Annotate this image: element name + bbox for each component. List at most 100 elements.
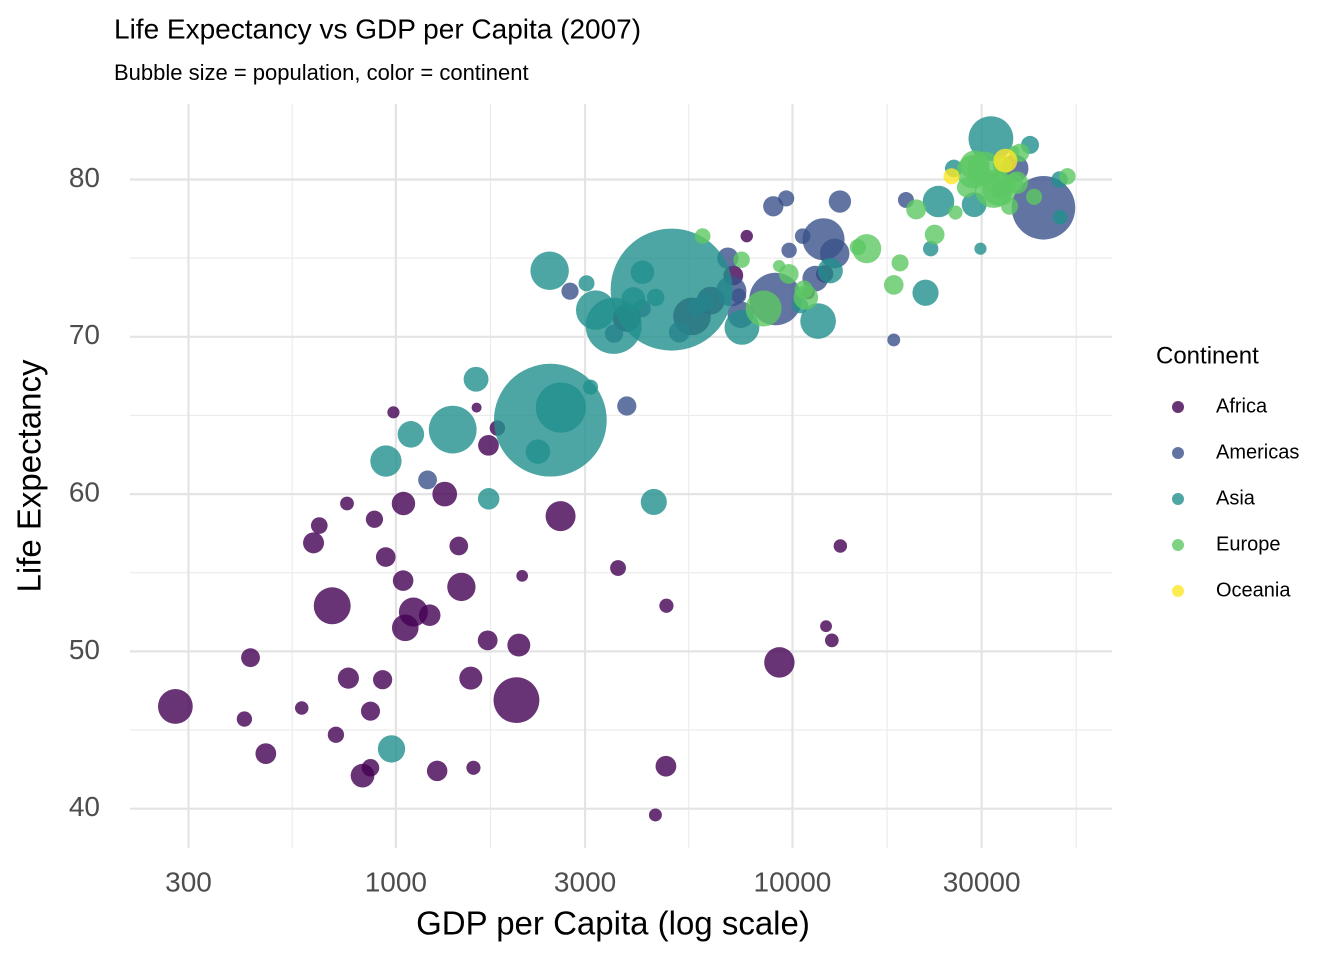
bubble	[310, 517, 328, 534]
bubble	[493, 677, 540, 724]
bubble	[545, 501, 576, 532]
bubble	[887, 333, 901, 347]
legend-label: Asia	[1216, 487, 1256, 509]
bubble	[241, 648, 260, 668]
bubble	[733, 251, 750, 268]
legend-swatch	[1172, 539, 1184, 551]
bubble	[255, 743, 277, 764]
bubble	[891, 254, 909, 272]
bubble	[793, 285, 819, 310]
bubble	[459, 666, 483, 690]
bubble	[648, 808, 662, 822]
bubble	[478, 434, 499, 456]
chart-subtitle: Bubble size = population, color = contin…	[114, 60, 529, 85]
bubble	[578, 275, 595, 292]
legend-label: Americas	[1216, 441, 1299, 463]
bubble	[959, 150, 990, 181]
x-tick-label: 1000	[365, 866, 427, 897]
bubble	[828, 190, 852, 213]
bubble	[617, 396, 637, 416]
bubble	[610, 560, 626, 576]
y-tick-label: 80	[69, 162, 100, 193]
bubble	[659, 598, 674, 613]
bubble	[820, 620, 832, 633]
y-tick-label: 60	[69, 476, 100, 507]
bubble	[375, 547, 396, 567]
bubble	[1026, 188, 1043, 205]
bubble	[824, 633, 839, 648]
y-tick-label: 70	[69, 319, 100, 350]
bubble	[295, 701, 309, 715]
x-axis-title: GDP per Capita (log scale)	[416, 905, 810, 942]
bubble	[561, 282, 579, 300]
legend-label: Oceania	[1216, 579, 1291, 601]
bubble	[236, 711, 253, 727]
bubble	[610, 228, 733, 351]
x-tick-label: 30000	[943, 866, 1021, 897]
y-axis-title: Life Expectancy	[11, 359, 48, 592]
bubble	[646, 288, 665, 307]
bubble	[391, 491, 416, 516]
bubble	[418, 470, 437, 490]
bubble	[337, 667, 359, 689]
x-tick-label: 10000	[754, 866, 832, 897]
grid	[130, 104, 1112, 848]
bubble	[535, 382, 586, 433]
bubble	[763, 196, 784, 217]
bubble	[740, 229, 753, 243]
bubble	[764, 647, 795, 678]
bubble	[391, 614, 419, 642]
bubble	[800, 303, 836, 339]
bubble	[432, 481, 458, 507]
legend-label: Europe	[1216, 533, 1281, 555]
bubble	[883, 275, 904, 295]
bubble	[449, 536, 469, 556]
legend-swatch	[1172, 401, 1184, 413]
bubble	[303, 532, 325, 554]
bubble	[781, 242, 797, 258]
bubble	[530, 251, 569, 290]
bubble	[778, 264, 799, 284]
bubble	[507, 633, 531, 657]
bubble	[392, 570, 414, 591]
bubble	[1052, 209, 1068, 225]
bubble	[912, 279, 939, 306]
bubble	[923, 241, 939, 257]
bubble	[640, 488, 667, 516]
bubble	[974, 242, 987, 255]
x-tick-label: 3000	[554, 866, 616, 897]
bubble	[397, 421, 425, 448]
bubble	[731, 288, 747, 304]
bubble	[477, 630, 498, 651]
bubble	[158, 689, 193, 724]
marks	[158, 116, 1076, 822]
bubble	[516, 570, 529, 582]
bubble	[360, 701, 381, 721]
legend-swatch	[1172, 447, 1184, 459]
bubble	[922, 185, 955, 218]
bubble	[370, 445, 402, 477]
bubble	[630, 260, 655, 285]
x-tick-label: 300	[165, 866, 212, 897]
bubble	[694, 228, 711, 244]
bubble	[1059, 168, 1076, 185]
bubble	[924, 224, 945, 245]
y-tick-label: 40	[69, 791, 100, 822]
bubble	[833, 539, 848, 553]
bubble	[621, 287, 646, 311]
bubble	[993, 148, 1018, 173]
bubble	[906, 199, 927, 220]
bubble	[313, 587, 351, 625]
bubble	[575, 290, 616, 330]
bubble	[852, 234, 882, 264]
bubble	[373, 670, 393, 690]
bubble	[340, 496, 354, 511]
bubble	[327, 726, 345, 743]
legend-swatch	[1172, 585, 1184, 597]
bubble	[471, 402, 482, 413]
bubble	[982, 171, 1017, 206]
bubble	[943, 168, 960, 185]
chart-title: Life Expectancy vs GDP per Capita (2007)	[114, 13, 641, 44]
bubble	[365, 510, 384, 528]
